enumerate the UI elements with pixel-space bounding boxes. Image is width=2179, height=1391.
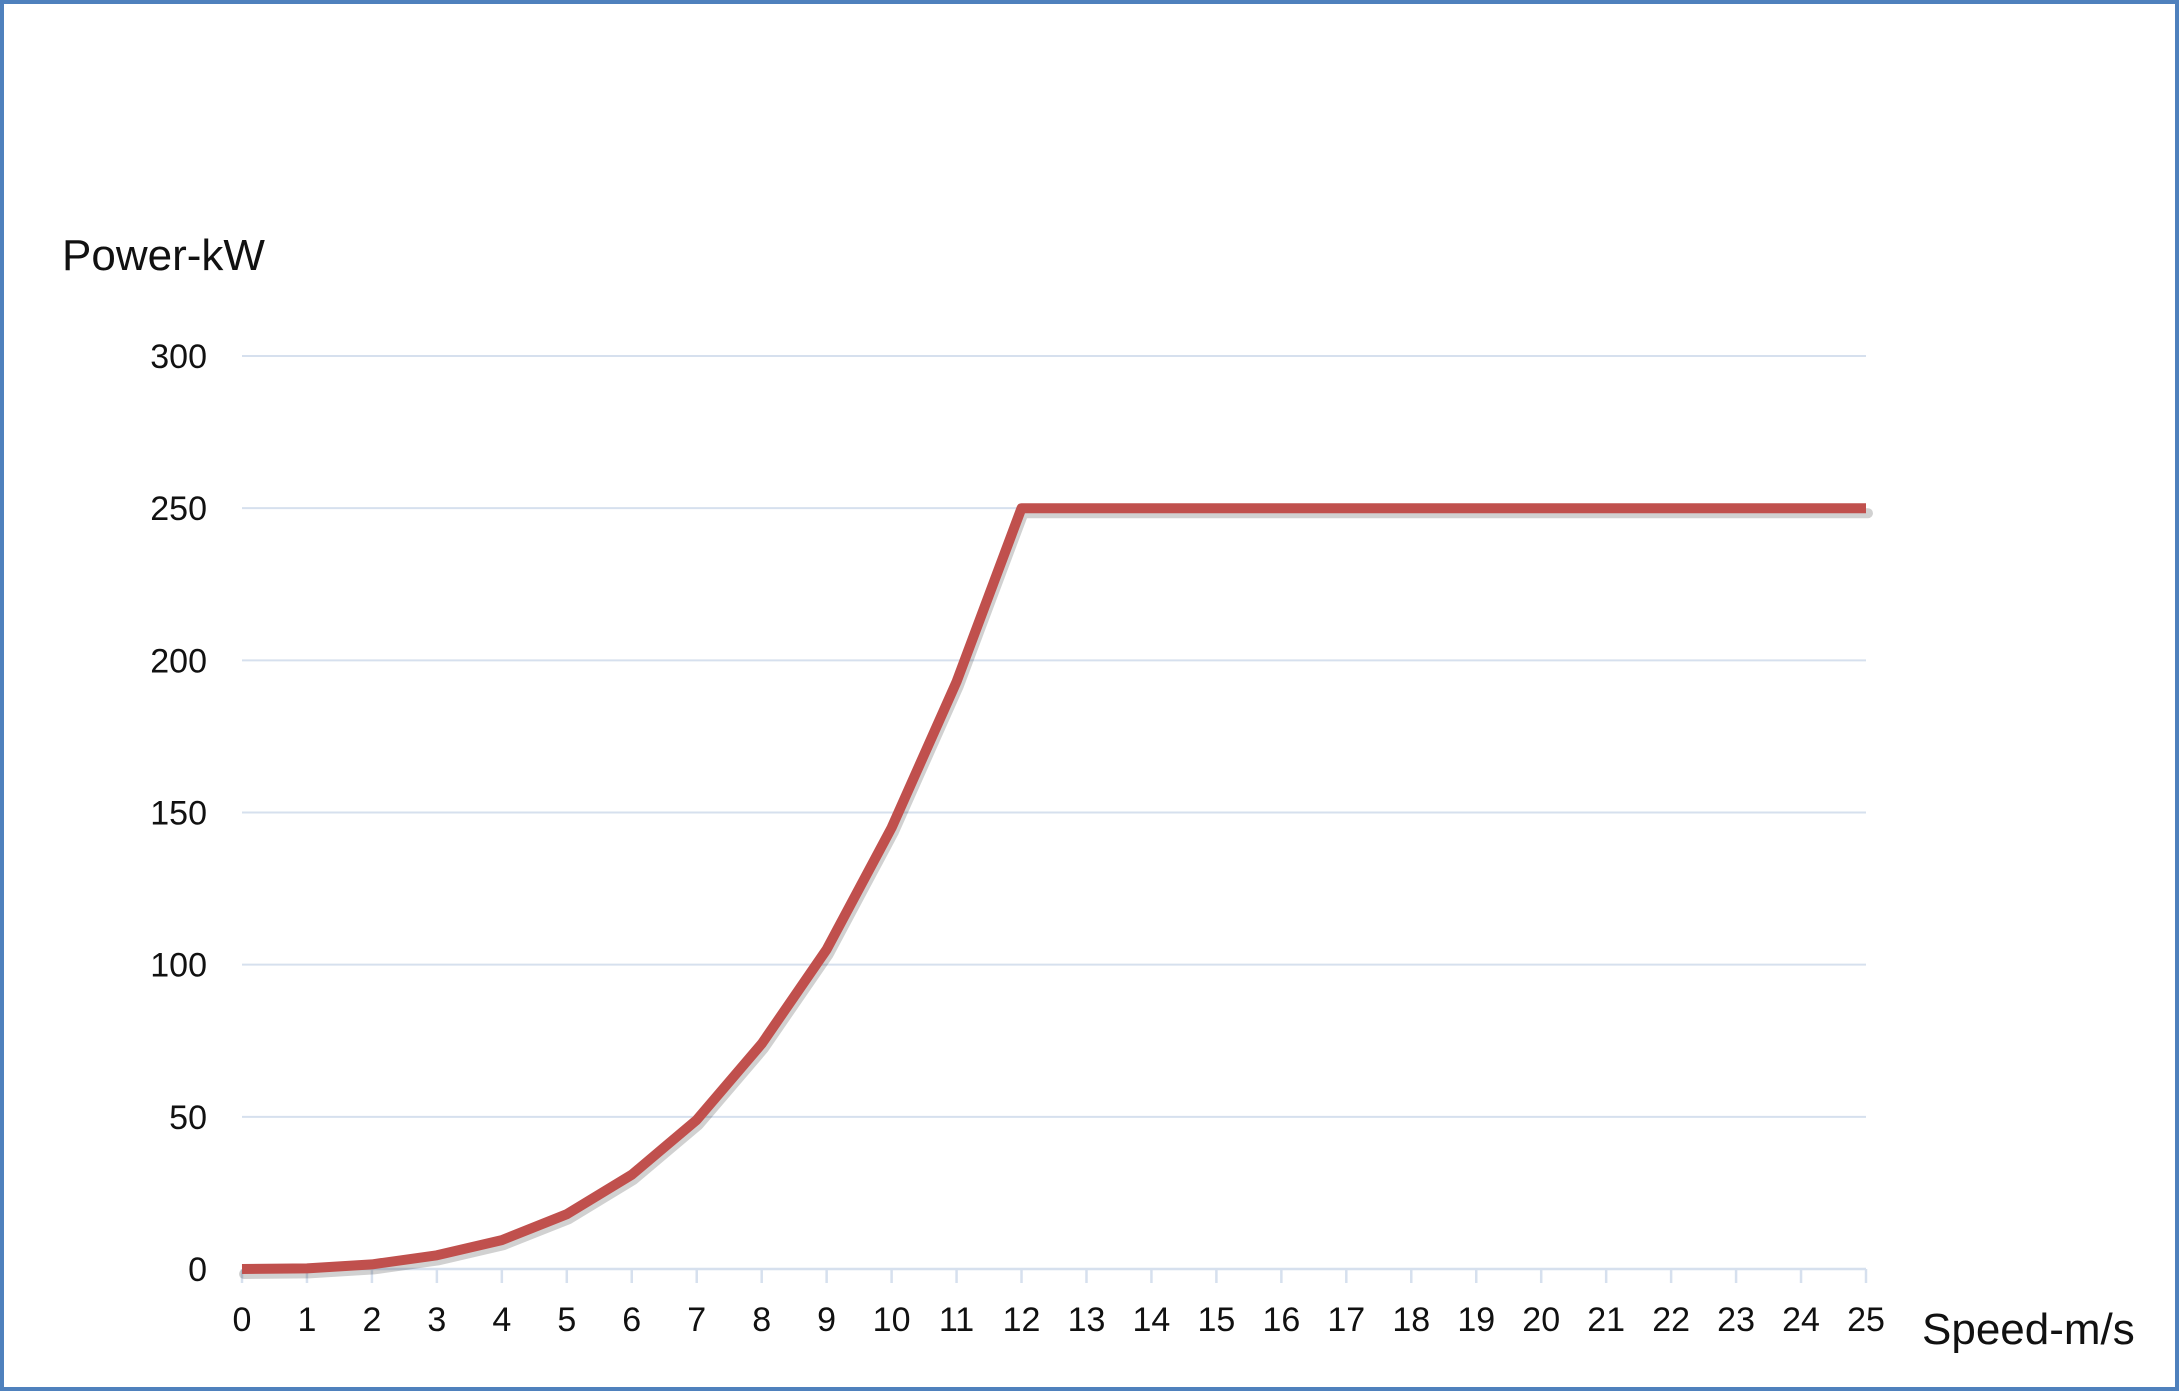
x-tick-label: 11 — [939, 1301, 974, 1339]
x-tick-label: 2 — [362, 1301, 381, 1339]
data-point — [367, 1259, 377, 1269]
y-tick-label: 100 — [150, 947, 207, 985]
data-point — [1601, 503, 1611, 513]
series-line-shadow — [239, 508, 1873, 1279]
x-tick-label: 10 — [873, 1301, 911, 1339]
data-point — [1731, 503, 1741, 513]
data-point — [1666, 503, 1676, 513]
y-tick-label: 300 — [150, 338, 207, 376]
x-axis-title: Speed-m/s — [1922, 1305, 2135, 1354]
data-point — [822, 944, 832, 954]
series-line — [241, 503, 1866, 1274]
x-tick-label: 19 — [1457, 1301, 1495, 1339]
data-point — [1017, 503, 1027, 513]
y-tick-label: 150 — [150, 795, 207, 833]
x-tick-label: 14 — [1133, 1301, 1171, 1339]
data-point — [237, 1264, 247, 1274]
x-tick-label: 16 — [1262, 1301, 1300, 1339]
x-tick-label: 23 — [1717, 1301, 1755, 1339]
x-tick-label: 20 — [1522, 1301, 1560, 1339]
x-tick-label: 6 — [622, 1301, 641, 1339]
data-point — [1796, 503, 1806, 513]
x-tick-label: 0 — [233, 1301, 252, 1339]
x-tick-label: 13 — [1068, 1301, 1106, 1339]
y-axis-title: Power-kW — [62, 231, 265, 280]
data-point — [302, 1263, 312, 1273]
x-tick-label: 3 — [427, 1301, 446, 1339]
y-tick-label: 200 — [150, 642, 207, 680]
x-tick-label: 22 — [1652, 1301, 1690, 1339]
data-point — [1406, 503, 1416, 513]
data-point — [432, 1250, 442, 1260]
x-tick-label: 15 — [1197, 1301, 1235, 1339]
gridlines — [242, 355, 1866, 1118]
data-point — [887, 823, 897, 833]
y-tick-label: 50 — [169, 1099, 207, 1137]
series-layer — [237, 503, 1873, 1279]
x-tick-label: 9 — [817, 1301, 836, 1339]
x-tick-label: 7 — [687, 1301, 706, 1339]
x-tick-label: 1 — [297, 1301, 316, 1339]
data-point — [757, 1039, 767, 1049]
x-tick-label: 17 — [1327, 1301, 1365, 1339]
x-tick-label: 18 — [1392, 1301, 1430, 1339]
data-point — [1146, 503, 1156, 513]
x-axis — [240, 1267, 1868, 1283]
x-tick-label: 8 — [752, 1301, 771, 1339]
x-tick-label: 12 — [1003, 1301, 1041, 1339]
data-point — [497, 1235, 507, 1245]
data-point — [1861, 503, 1871, 513]
data-point — [952, 677, 962, 687]
data-point — [1276, 503, 1286, 513]
data-point — [1211, 503, 1221, 513]
data-point — [1536, 503, 1546, 513]
x-tick-label: 21 — [1587, 1301, 1625, 1339]
data-point — [627, 1170, 637, 1180]
data-point — [562, 1209, 572, 1219]
data-point — [692, 1115, 702, 1125]
data-point — [1081, 503, 1091, 513]
y-tick-label: 0 — [188, 1251, 207, 1289]
x-tick-label: 24 — [1782, 1301, 1820, 1339]
data-point — [1341, 503, 1351, 513]
y-tick-label: 250 — [150, 490, 207, 528]
x-tick-label: 5 — [557, 1301, 576, 1339]
x-tick-label: 25 — [1847, 1301, 1885, 1339]
data-point — [1471, 503, 1481, 513]
x-tick-label: 4 — [492, 1301, 511, 1339]
